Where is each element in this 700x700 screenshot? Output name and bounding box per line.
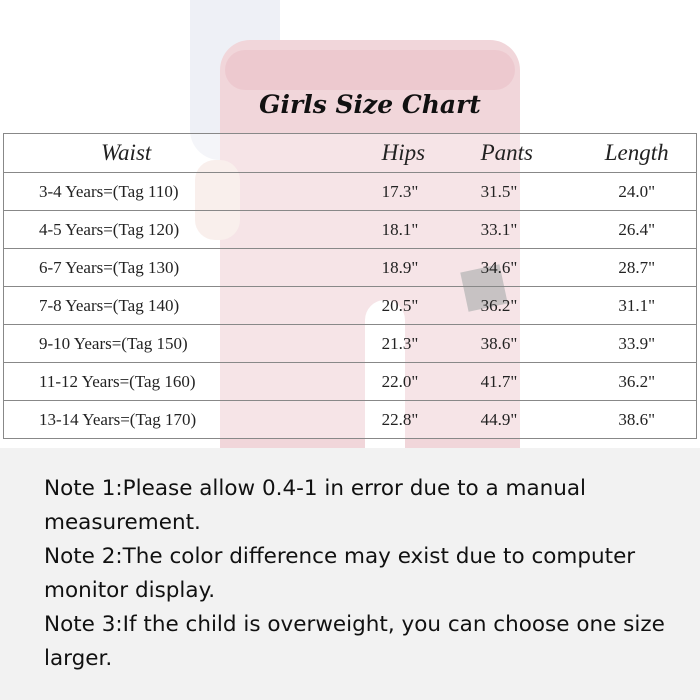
notes: Note 1:Please allow 0.4-1 in error due t… <box>44 472 684 676</box>
header-pants: Pants <box>480 133 578 173</box>
table-row: 7-8 Years=(Tag 140) 20.5" 36.2" 31.1" <box>3 286 697 325</box>
cell-length: 28.7" <box>577 248 697 287</box>
cell-pants: 31.5" <box>480 172 578 211</box>
chart-title: Girls Size Chart <box>259 90 481 119</box>
cell-hips: 22.0" <box>359 362 481 401</box>
table-row: 13-14 Years=(Tag 170) 22.8" 44.9" 38.6" <box>3 400 697 439</box>
table-row: 9-10 Years=(Tag 150) 21.3" 38.6" 33.9" <box>3 324 697 363</box>
cell-size: 3-4 Years=(Tag 110) <box>3 172 360 211</box>
table-row: 11-12 Years=(Tag 160) 22.0" 41.7" 36.2" <box>3 362 697 401</box>
note-1: Note 1:Please allow 0.4-1 in error due t… <box>44 476 587 535</box>
cell-size: 6-7 Years=(Tag 130) <box>3 248 360 287</box>
cell-pants: 34.6" <box>480 248 578 287</box>
cell-size: 7-8 Years=(Tag 140) <box>3 286 360 325</box>
cell-pants: 44.9" <box>480 400 578 439</box>
cell-hips: 21.3" <box>359 324 481 363</box>
cell-hips: 18.1" <box>359 210 481 249</box>
note-2: Note 2:The color difference may exist du… <box>44 544 636 603</box>
header-hips: Hips <box>359 133 481 173</box>
table-row: 3-4 Years=(Tag 110) 17.3" 31.5" 24.0" <box>3 172 697 211</box>
cell-hips: 18.9" <box>359 248 481 287</box>
cell-hips: 17.3" <box>359 172 481 211</box>
note-3: Note 3:If the child is overweight, you c… <box>44 612 665 671</box>
cell-size: 9-10 Years=(Tag 150) <box>3 324 360 363</box>
cell-length: 33.9" <box>577 324 697 363</box>
cell-pants: 41.7" <box>480 362 578 401</box>
notes-panel <box>0 448 700 700</box>
cell-hips: 20.5" <box>359 286 481 325</box>
waistband <box>225 50 515 90</box>
cell-hips: 22.8" <box>359 400 481 439</box>
cell-size: 13-14 Years=(Tag 170) <box>3 400 360 439</box>
cell-length: 36.2" <box>577 362 697 401</box>
cell-pants: 36.2" <box>480 286 578 325</box>
header-row: Waist Hips Pants Length <box>3 133 697 173</box>
cell-length: 38.6" <box>577 400 697 439</box>
size-table: Waist Hips Pants Length 3-4 Years=(Tag 1… <box>3 133 697 439</box>
cell-length: 26.4" <box>577 210 697 249</box>
cell-length: 31.1" <box>577 286 697 325</box>
table-row: 6-7 Years=(Tag 130) 18.9" 34.6" 28.7" <box>3 248 697 287</box>
header-length: Length <box>577 133 697 173</box>
cell-pants: 38.6" <box>480 324 578 363</box>
cell-size: 11-12 Years=(Tag 160) <box>3 362 360 401</box>
table-row: 4-5 Years=(Tag 120) 18.1" 33.1" 26.4" <box>3 210 697 249</box>
cell-pants: 33.1" <box>480 210 578 249</box>
cell-size: 4-5 Years=(Tag 120) <box>3 210 360 249</box>
header-waist: Waist <box>3 133 360 173</box>
cell-length: 24.0" <box>577 172 697 211</box>
